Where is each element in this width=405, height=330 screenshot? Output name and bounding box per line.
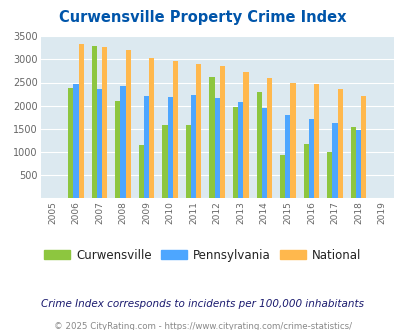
Bar	[102, 48, 107, 198]
Bar	[332, 123, 337, 198]
Bar	[97, 88, 102, 198]
Bar	[337, 88, 342, 198]
Bar	[185, 125, 191, 198]
Bar	[209, 77, 214, 198]
Bar	[139, 145, 144, 198]
Bar	[232, 108, 238, 198]
Bar	[125, 50, 130, 198]
Text: Crime Index corresponds to incidents per 100,000 inhabitants: Crime Index corresponds to incidents per…	[41, 299, 364, 309]
Bar	[120, 86, 125, 198]
Bar	[115, 101, 120, 198]
Bar	[360, 96, 365, 198]
Bar	[172, 61, 177, 198]
Bar	[261, 108, 266, 198]
Bar	[313, 84, 318, 198]
Bar	[219, 66, 224, 198]
Bar	[68, 88, 73, 198]
Bar	[144, 96, 149, 198]
Bar	[162, 125, 167, 198]
Bar	[196, 64, 201, 198]
Bar	[73, 84, 78, 198]
Bar	[214, 98, 219, 198]
Legend: Curwensville, Pennsylvania, National: Curwensville, Pennsylvania, National	[40, 244, 365, 266]
Bar	[92, 46, 97, 198]
Bar	[149, 57, 154, 198]
Bar	[279, 154, 285, 198]
Bar	[350, 127, 355, 198]
Bar	[303, 144, 308, 198]
Bar	[191, 95, 196, 198]
Bar	[256, 92, 261, 198]
Bar	[285, 115, 290, 198]
Bar	[326, 152, 332, 198]
Text: Curwensville Property Crime Index: Curwensville Property Crime Index	[59, 10, 346, 25]
Bar	[238, 102, 243, 198]
Bar	[243, 72, 248, 198]
Bar	[266, 78, 271, 198]
Bar	[78, 44, 83, 198]
Bar	[167, 97, 172, 198]
Text: © 2025 CityRating.com - https://www.cityrating.com/crime-statistics/: © 2025 CityRating.com - https://www.city…	[54, 322, 351, 330]
Bar	[290, 83, 295, 198]
Bar	[308, 119, 313, 198]
Bar	[355, 130, 360, 198]
